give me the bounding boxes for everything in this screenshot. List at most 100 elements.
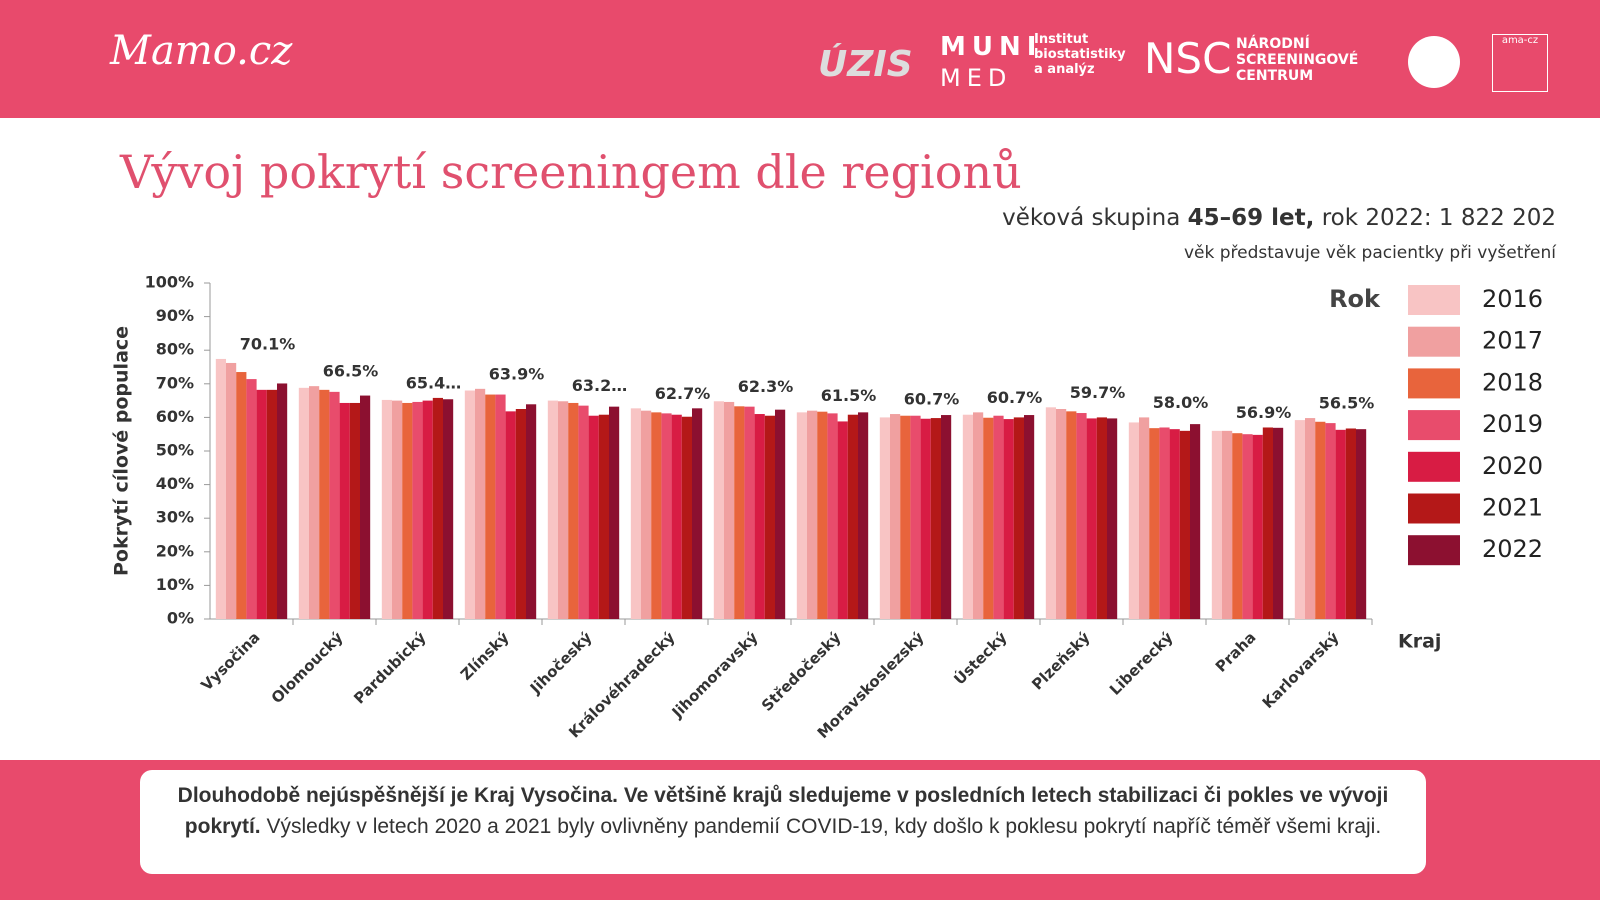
bar xyxy=(1076,413,1087,619)
logo: ama-cz xyxy=(1492,34,1548,92)
legend-label: 2018 xyxy=(1482,368,1543,396)
bar xyxy=(1355,429,1367,619)
logo: Institut biostatistiky a analýz xyxy=(1034,32,1126,77)
bar xyxy=(973,412,984,619)
bar xyxy=(276,383,288,619)
bar xyxy=(993,415,1004,619)
data-label: 66.5% xyxy=(323,362,379,381)
data-label: 65.4… xyxy=(406,373,461,392)
legend-swatch xyxy=(1408,285,1460,315)
chart: 0% 10% 20% 30% 40% 50% 60% 70% 80% 90% 100% Pokrytí… xyxy=(111,273,1544,743)
bar xyxy=(558,401,569,619)
bar xyxy=(568,402,579,619)
subtitle: věková skupina 45–69 let, rok 2022: 1 82… xyxy=(1002,205,1556,231)
y-tick-label: 70% xyxy=(156,373,194,392)
bar xyxy=(920,418,931,619)
bar xyxy=(837,421,848,619)
bar xyxy=(1066,411,1077,619)
bar xyxy=(857,412,869,619)
bar xyxy=(402,402,413,619)
bar xyxy=(962,414,974,619)
bar xyxy=(475,388,486,619)
bar xyxy=(651,412,662,619)
bar xyxy=(1315,421,1326,619)
bar xyxy=(505,411,516,619)
bar xyxy=(266,389,277,619)
bar xyxy=(309,386,320,619)
bar xyxy=(1189,424,1201,619)
bar xyxy=(774,409,786,619)
x-tick-label: Ústecký xyxy=(950,627,1011,688)
bar xyxy=(1139,417,1150,619)
bar xyxy=(236,372,247,619)
x-tick-label: Plzeňský xyxy=(1028,628,1093,693)
bar xyxy=(525,404,537,619)
bar xyxy=(495,394,506,619)
bar xyxy=(319,389,330,619)
bar xyxy=(1305,418,1316,619)
legend-swatch xyxy=(1408,451,1460,482)
y-tick-label: 0% xyxy=(167,609,194,628)
footer-box: Dlouhodobě nejúspěšnější je Kraj Vysočin… xyxy=(140,770,1426,874)
subtitle-part: rok 2022: 1 822 202 xyxy=(1321,205,1556,231)
bar xyxy=(1325,423,1336,619)
y-tick-label: 20% xyxy=(156,541,194,560)
bar xyxy=(246,379,257,619)
bar xyxy=(1106,418,1118,619)
bar xyxy=(1262,427,1273,619)
data-label: 56.9% xyxy=(1236,403,1292,422)
bar xyxy=(630,408,642,619)
bar xyxy=(827,413,838,619)
bar xyxy=(681,416,692,619)
bar xyxy=(764,415,775,619)
bar xyxy=(940,415,952,619)
y-tick-label: 60% xyxy=(156,407,194,426)
legend-title: Rok xyxy=(1329,285,1381,313)
logo: Mamo.cz xyxy=(110,28,293,74)
legend-label: 2017 xyxy=(1482,327,1543,355)
data-label: 63.2… xyxy=(572,376,627,395)
bar xyxy=(226,362,237,619)
bar xyxy=(1045,407,1057,619)
bar xyxy=(298,387,310,619)
bar xyxy=(329,391,340,619)
bar xyxy=(796,412,808,619)
data-label: 70.1% xyxy=(240,334,296,353)
bar xyxy=(1345,428,1356,619)
data-label: 60.7% xyxy=(987,388,1043,407)
bar xyxy=(713,401,725,619)
logo: NSC xyxy=(1144,34,1232,83)
legend-swatch xyxy=(1408,368,1460,399)
bar xyxy=(1003,419,1014,619)
x-tick-label: Olomoucký xyxy=(268,628,347,707)
bar xyxy=(1169,429,1180,619)
bar xyxy=(1211,430,1223,619)
bar xyxy=(847,414,858,619)
legend-label: 2020 xyxy=(1482,452,1543,480)
bar xyxy=(1159,427,1170,619)
bar xyxy=(1056,409,1067,619)
y-tick-label: 90% xyxy=(156,306,194,325)
bar xyxy=(661,413,672,619)
bar xyxy=(1222,430,1233,619)
y-tick-label: 80% xyxy=(156,340,194,359)
bar xyxy=(515,409,526,619)
logo-icon xyxy=(1408,36,1460,88)
bar xyxy=(422,400,433,619)
bar xyxy=(1294,420,1306,619)
logo: ÚZIS xyxy=(818,44,913,85)
subtitle-note: věk představuje věk pacientky při vyšetř… xyxy=(1183,243,1556,263)
y-tick-label: 100% xyxy=(145,273,194,292)
y-tick-label: 10% xyxy=(156,575,194,594)
y-tick-label: 30% xyxy=(156,508,194,527)
bar xyxy=(983,417,994,619)
x-axis-label: Kraj xyxy=(1398,631,1441,653)
bar xyxy=(1179,430,1190,619)
bar xyxy=(359,395,371,619)
x-tick-label: Praha xyxy=(1212,628,1260,676)
bar xyxy=(412,401,423,619)
x-tick-label: Pardubický xyxy=(350,628,429,707)
y-tick-label: 40% xyxy=(156,474,194,493)
bar xyxy=(215,358,227,619)
legend-swatch xyxy=(1408,410,1460,441)
